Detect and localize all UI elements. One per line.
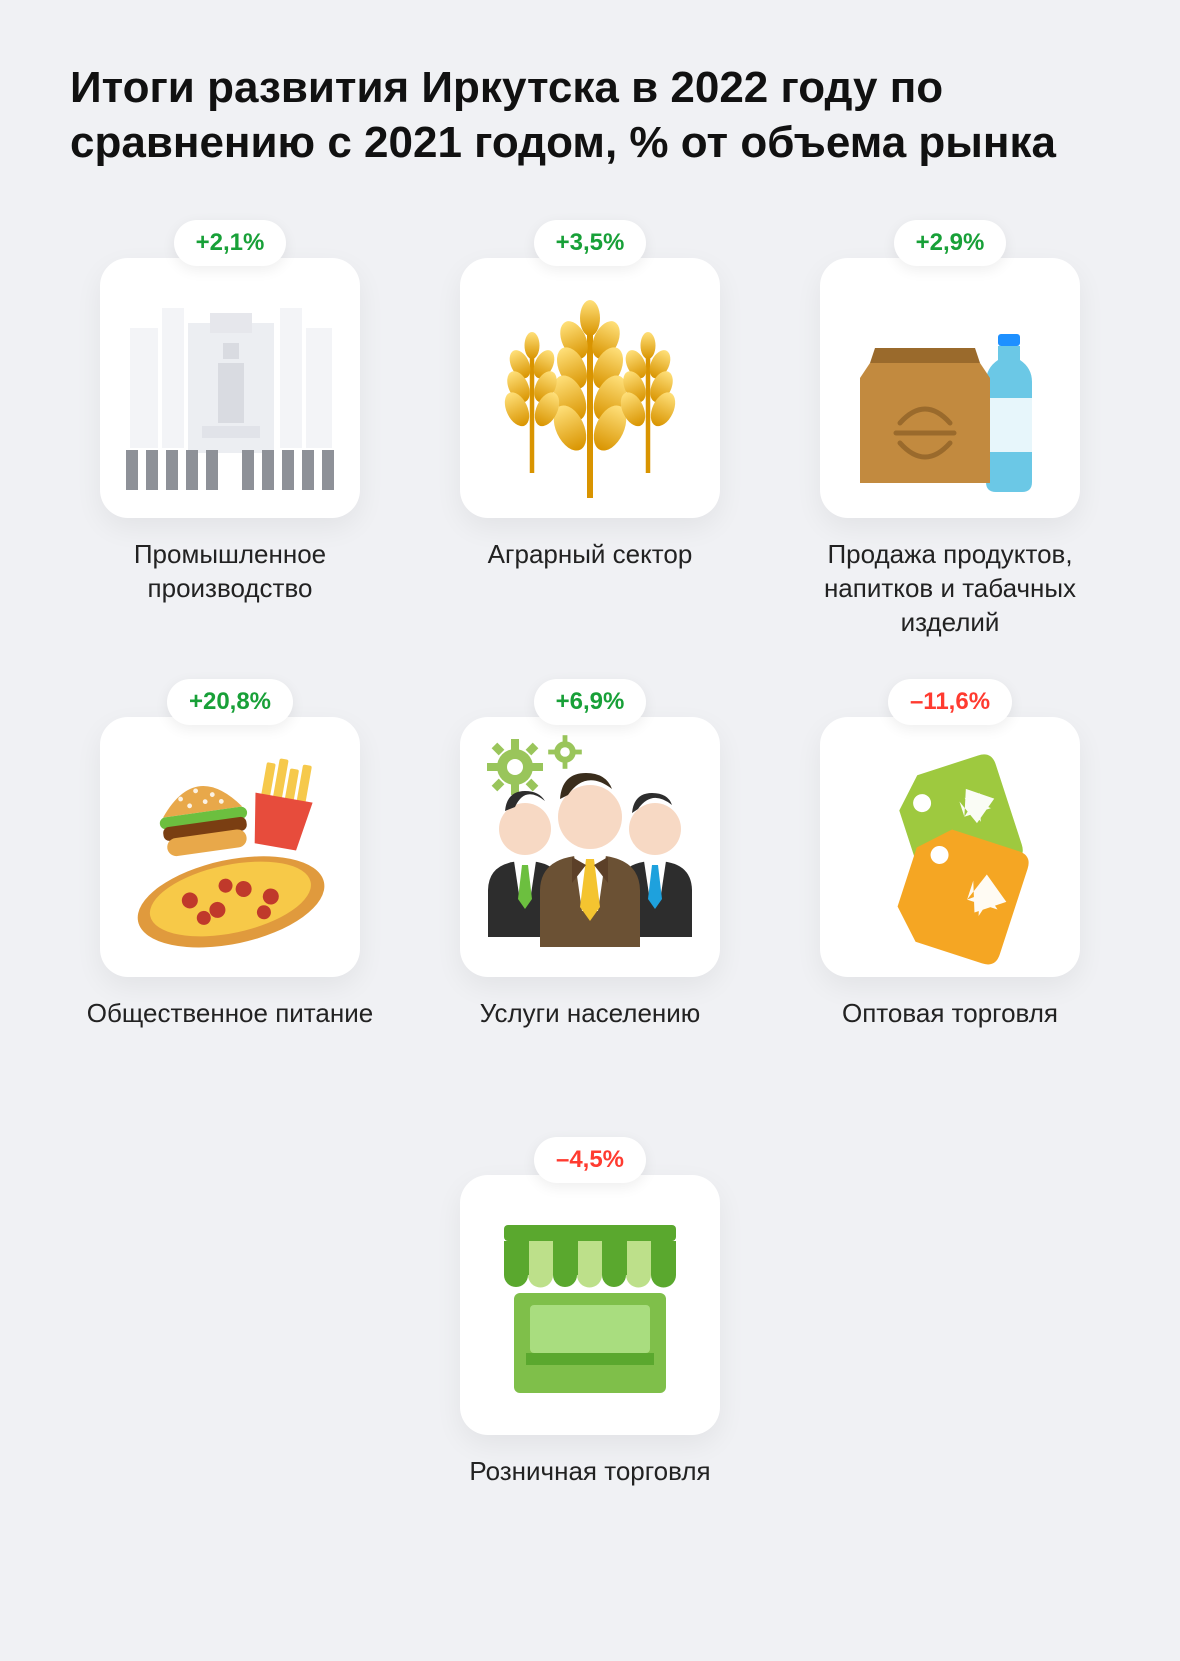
- label-catering: Общественное питание: [87, 997, 373, 1097]
- badge-wholesale: –11,6%: [888, 679, 1012, 725]
- tile-catering: [100, 717, 360, 977]
- label-retail: Розничная торговля: [469, 1455, 710, 1555]
- card-agro: +3,5%: [435, 220, 745, 639]
- wheat-icon: [470, 268, 710, 508]
- badge-food-sales: +2,9%: [894, 220, 1007, 266]
- card-catering: +20,8%: [75, 679, 385, 1097]
- tile-food-sales: [820, 258, 1080, 518]
- tags-icon: [830, 727, 1070, 967]
- badge-retail: –4,5%: [534, 1137, 646, 1183]
- card-retail: –4,5%: [435, 1137, 745, 1555]
- card-wholesale: –11,6% Оптовая торговля: [795, 679, 1105, 1097]
- tile-retail: [460, 1175, 720, 1435]
- label-services: Услуги населению: [480, 997, 701, 1097]
- stall-icon: [470, 1185, 710, 1425]
- label-agro: Аграрный сектор: [488, 538, 693, 638]
- groceries-icon: [830, 268, 1070, 508]
- card-services: +6,9%: [435, 679, 745, 1097]
- label-wholesale: Оптовая торговля: [842, 997, 1058, 1097]
- badge-services: +6,9%: [534, 679, 647, 725]
- page-title: Итоги развития Иркутска в 2022 году по с…: [70, 60, 1110, 170]
- cards-grid: +2,1%: [70, 220, 1110, 1555]
- badge-industry: +2,1%: [174, 220, 287, 266]
- card-food-sales: +2,9%: [795, 220, 1105, 639]
- card-industry: +2,1%: [75, 220, 385, 639]
- tile-agro: [460, 258, 720, 518]
- badge-agro: +3,5%: [534, 220, 647, 266]
- label-food-sales: Продажа продуктов, напитков и табачных и…: [795, 538, 1105, 639]
- label-industry: Промышленное производство: [75, 538, 385, 638]
- tile-wholesale: [820, 717, 1080, 977]
- tile-services: [460, 717, 720, 977]
- badge-catering: +20,8%: [167, 679, 293, 725]
- people-icon: [460, 717, 720, 977]
- fastfood-icon: [110, 727, 350, 967]
- factory-icon: [110, 268, 350, 508]
- tile-industry: [100, 258, 360, 518]
